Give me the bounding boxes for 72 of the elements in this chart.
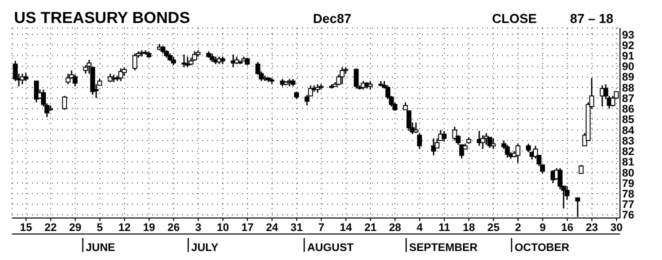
- y-tick-label: 92: [622, 40, 634, 52]
- candlestick: [34, 80, 39, 103]
- candlestick: [504, 144, 510, 158]
- candlestick: [192, 50, 198, 62]
- x-tick-label: 22: [44, 222, 57, 234]
- y-tick-label: 90: [622, 61, 634, 74]
- text: CLOSE: [492, 11, 537, 26]
- y-tick-label: 79: [622, 178, 634, 190]
- x-tick-label: 18: [462, 222, 476, 234]
- x-tick-label: 24: [266, 222, 280, 234]
- chart-title: US TREASURY BONDS: [14, 10, 190, 28]
- y-tick-label: 91: [622, 50, 634, 63]
- x-tick-label: 29: [69, 222, 82, 234]
- x-tick-label: 19: [142, 222, 156, 234]
- x-tick-label: 17: [241, 222, 254, 234]
- candlestick: [182, 54, 186, 68]
- candlestick: [66, 72, 71, 85]
- candlestick: [118, 68, 124, 82]
- text: SEPTEMBER: [409, 242, 478, 254]
- y-tick-label: 81: [622, 156, 634, 169]
- x-tick-label: 11: [438, 222, 450, 234]
- y-tick-label: 89: [622, 72, 634, 84]
- y-tick-label: 86: [622, 104, 634, 116]
- y-tick-label: 93: [622, 29, 634, 42]
- candlestick: [515, 143, 520, 164]
- y-tick-label: 76: [622, 210, 634, 222]
- candlestick: [558, 167, 563, 190]
- text: JULY: [191, 242, 220, 254]
- text: OCTOBER: [514, 242, 570, 254]
- chart-subtitle: Dec87: [313, 11, 352, 26]
- x-tick-label: 12: [118, 222, 131, 234]
- x-tick-label: 26: [168, 222, 180, 234]
- y-tick-label: 82: [622, 146, 634, 158]
- x-tick-label: 7: [318, 222, 324, 234]
- x-tick-label: 2: [515, 222, 522, 234]
- candlestick: [62, 95, 67, 110]
- candlestick: [340, 66, 345, 85]
- candlestick: [414, 122, 418, 134]
- candlestick: [442, 130, 447, 142]
- x-tick-label: 30: [610, 222, 623, 234]
- x-tick-label: 16: [561, 222, 574, 234]
- x-tick-label: 28: [388, 222, 402, 234]
- candlestick: [72, 74, 78, 88]
- y-tick-label: 77: [622, 199, 634, 212]
- x-tick-label: 15: [20, 222, 32, 234]
- text: 87 – 18: [570, 11, 614, 26]
- text: AUGUST: [307, 242, 354, 254]
- candlestick: [490, 138, 496, 150]
- y-tick-label: 78: [622, 188, 634, 200]
- y-tick-label: 88: [622, 82, 634, 94]
- candlestick: [417, 132, 422, 150]
- y-tick-label: 83: [622, 135, 634, 148]
- candlestick: [132, 52, 138, 72]
- y-tick-label: 85: [622, 114, 634, 126]
- x-tick-label: 3: [195, 222, 202, 234]
- y-tick-label: 80: [622, 167, 634, 180]
- x-tick-label: 25: [487, 222, 500, 234]
- text: JUNE: [86, 242, 116, 254]
- x-tick-label: 10: [216, 222, 229, 234]
- x-tick-label: 5: [96, 222, 103, 234]
- y-tick-label: 84: [622, 124, 636, 137]
- x-tick-label: 9: [540, 222, 546, 234]
- x-tick-label: 31: [290, 222, 303, 234]
- x-tick-label: 4: [416, 222, 424, 234]
- x-tick-label: 21: [364, 222, 377, 234]
- candlestick: [185, 56, 190, 68]
- x-tick-label: 23: [586, 222, 598, 234]
- x-tick-label: 14: [340, 222, 353, 234]
- candlestick: [452, 126, 458, 142]
- candlestick: [610, 95, 616, 108]
- y-tick-label: 87: [622, 92, 634, 105]
- candlestick: [354, 68, 359, 90]
